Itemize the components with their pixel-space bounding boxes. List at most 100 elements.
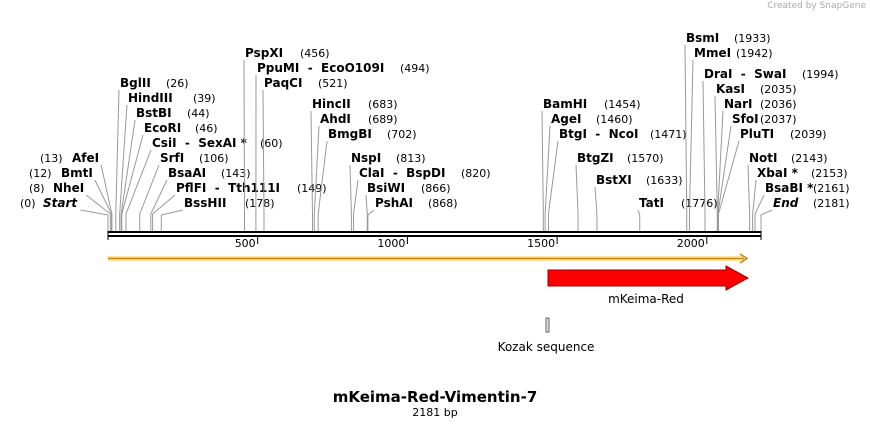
site-position: (106) — [199, 152, 229, 165]
site-name: BtgZI — [577, 151, 614, 165]
site-name: PflFI - Tth111I — [176, 181, 280, 195]
site-position: (456) — [300, 47, 330, 60]
site-link — [119, 104, 128, 231]
site-name: EcoRI — [144, 121, 181, 135]
site-link — [365, 194, 368, 231]
tick-label: 1000 — [377, 237, 405, 250]
site-name: BsiWI — [367, 181, 405, 195]
site-position: (44) — [187, 107, 210, 120]
site-link — [94, 179, 113, 231]
tick-label: 500 — [235, 237, 256, 250]
orf-arrow — [739, 253, 749, 264]
site-link — [760, 209, 773, 231]
site-name: BssHII — [184, 196, 226, 210]
site-link — [310, 110, 313, 231]
site-name: BstXI — [596, 173, 632, 187]
site-name: AfeI — [72, 151, 99, 165]
site-position: (521) — [318, 77, 348, 90]
site-name: BglII — [120, 76, 151, 90]
site-link — [367, 209, 375, 231]
site-link — [541, 110, 544, 231]
feature-label: mKeima-Red — [608, 292, 684, 306]
site-name: TatI — [639, 196, 664, 210]
site-link — [262, 89, 265, 231]
site-link — [752, 179, 757, 231]
site-link — [125, 149, 152, 231]
site-position: (8) — [29, 182, 45, 195]
site-link — [100, 164, 113, 231]
site-link — [684, 44, 688, 231]
site-position: (2143) — [791, 152, 828, 165]
site-name: PpuMI - EcoO109I — [257, 61, 384, 75]
site-link — [717, 125, 732, 231]
site-position: (868) — [428, 197, 458, 210]
site-name: BsmI — [686, 31, 719, 45]
site-position: (1471) — [650, 128, 687, 141]
site-link — [714, 95, 718, 231]
kozak-box — [545, 317, 550, 333]
site-link — [702, 80, 706, 231]
site-position: (813) — [396, 152, 426, 165]
site-name: KasI — [716, 82, 745, 96]
site-position: (689) — [368, 113, 398, 126]
site-position: (820) — [461, 167, 491, 180]
site-name: ClaI - BspDI — [359, 166, 445, 180]
site-name: PspXI — [245, 46, 283, 60]
site-position: (12) — [29, 167, 52, 180]
map-length: 2181 bp — [412, 406, 457, 419]
site-link — [85, 194, 111, 231]
site-link — [594, 186, 598, 231]
site-position: (26) — [166, 77, 189, 90]
site-link — [115, 89, 120, 231]
site-position: (39) — [193, 92, 216, 105]
site-name: PluTI — [740, 127, 774, 141]
site-link — [349, 164, 352, 231]
site-name: SrfI — [160, 151, 184, 165]
site-name: PaqCI — [264, 76, 302, 90]
site-position: (178) — [245, 197, 275, 210]
site-link — [637, 209, 641, 231]
site-link — [121, 134, 144, 231]
site-position: (46) — [195, 122, 218, 135]
site-link — [139, 164, 160, 231]
site-name: NarI — [724, 97, 753, 111]
tick-label: 1500 — [527, 237, 555, 250]
site-link — [313, 125, 320, 231]
site-link — [120, 119, 136, 231]
feature-arrow — [547, 265, 750, 291]
tick-label: 2000 — [677, 237, 705, 250]
site-position: (13) — [40, 152, 63, 165]
site-link — [717, 140, 740, 231]
site-position: (1454) — [604, 98, 641, 111]
site-position: (2035) — [760, 83, 797, 96]
site-position: (1633) — [646, 174, 683, 187]
site-link — [152, 194, 176, 231]
site-position: (1570) — [627, 152, 664, 165]
site-position: (60) — [260, 137, 283, 150]
site-name: AgeI — [551, 112, 581, 126]
site-position: (866) — [421, 182, 451, 195]
site-link — [353, 179, 359, 231]
site-link — [688, 59, 694, 231]
site-name: SfoI — [732, 112, 759, 126]
site-link — [317, 140, 328, 231]
site-name: PshAI — [375, 196, 413, 210]
site-position: (702) — [387, 128, 417, 141]
site-name: DraI - SwaI — [704, 67, 786, 81]
site-name: BamHI — [543, 97, 587, 111]
site-name: BsaAI — [168, 166, 206, 180]
site-position: (1994) — [802, 68, 839, 81]
site-name: BtgI - NcoI — [559, 127, 639, 141]
site-name: HincII — [312, 97, 351, 111]
site-link — [575, 164, 579, 231]
site-name: CsiI - SexAI * — [152, 136, 248, 150]
site-name: HindIII — [128, 91, 173, 105]
site-link — [160, 209, 184, 231]
map-title: mKeima-Red-Vimentin-7 — [333, 388, 538, 406]
site-link — [243, 59, 246, 231]
site-name: NspI — [351, 151, 381, 165]
site-name: End — [773, 196, 799, 210]
feature-label: Kozak sequence — [498, 340, 595, 354]
site-position: (2153) — [811, 167, 848, 180]
